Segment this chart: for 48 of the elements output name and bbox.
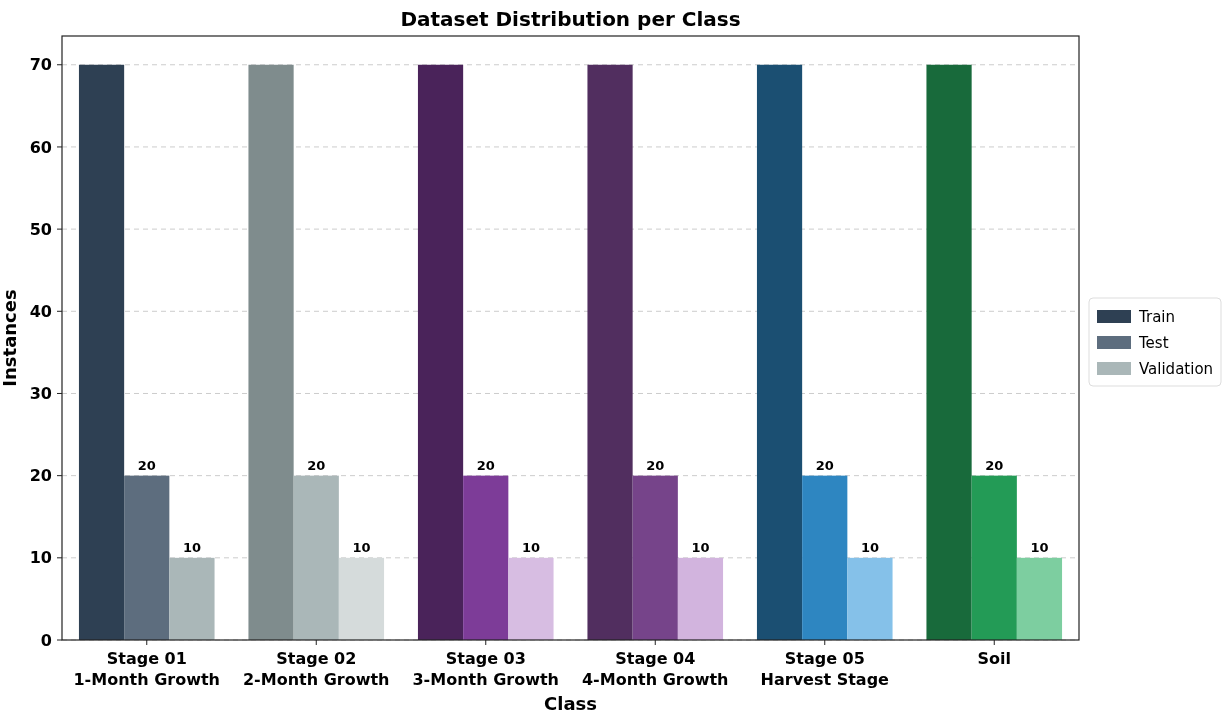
bar: [508, 557, 554, 640]
data-label: 20: [307, 457, 326, 473]
data-label: 10: [352, 539, 371, 555]
bar: [124, 475, 170, 640]
legend-label: Validation: [1139, 360, 1214, 378]
data-label: 10: [691, 539, 710, 555]
y-axis-title: Instances: [0, 289, 20, 387]
bar: [338, 557, 385, 640]
data-label: 20: [137, 457, 156, 473]
y-tick-label: 10: [29, 548, 52, 568]
x-axis-title: Class: [544, 693, 597, 712]
data-label: 20: [646, 457, 665, 473]
bar: [248, 64, 294, 640]
x-tick-label: Stage 01 1-Month Growth: [73, 649, 221, 689]
y-tick-label: 20: [29, 466, 52, 486]
bar: [756, 64, 803, 640]
y-tick-label: 60: [29, 137, 52, 157]
bar: [463, 475, 509, 640]
data-label: 10: [1030, 539, 1049, 555]
chart-title: Dataset Distribution per Class: [400, 7, 741, 31]
bar: [1016, 557, 1063, 640]
y-tick-label: 50: [29, 219, 52, 239]
data-label: 10: [860, 539, 879, 555]
data-label: 20: [815, 457, 834, 473]
data-label: 10: [521, 539, 540, 555]
bar: [417, 64, 464, 640]
y-tick-label: 40: [29, 301, 52, 321]
bar: [847, 557, 893, 640]
bar: [677, 557, 724, 640]
bar: [78, 64, 125, 640]
data-label: 10: [182, 539, 201, 555]
x-tick-label: Stage 05 Harvest Stage: [760, 649, 890, 689]
bar: [632, 475, 678, 640]
data-label: 20: [476, 457, 495, 473]
x-tick-label: Stage 04 4-Month Growth: [581, 649, 729, 689]
legend-label: Test: [1138, 334, 1169, 352]
y-tick-label: 70: [29, 55, 52, 75]
x-tick-label: Stage 03 3-Month Growth: [412, 649, 560, 689]
bar: [926, 64, 972, 640]
x-tick-label: Stage 02 2-Month Growth: [242, 649, 390, 689]
bar: [587, 64, 633, 640]
legend-label: Train: [1138, 308, 1175, 326]
x-tick-label: Soil: [977, 649, 1011, 668]
y-tick-label: 30: [29, 384, 52, 404]
data-label: 20: [985, 457, 1004, 473]
bar: [802, 475, 848, 640]
y-tick-label: 0: [40, 630, 52, 650]
bar: [971, 475, 1017, 640]
